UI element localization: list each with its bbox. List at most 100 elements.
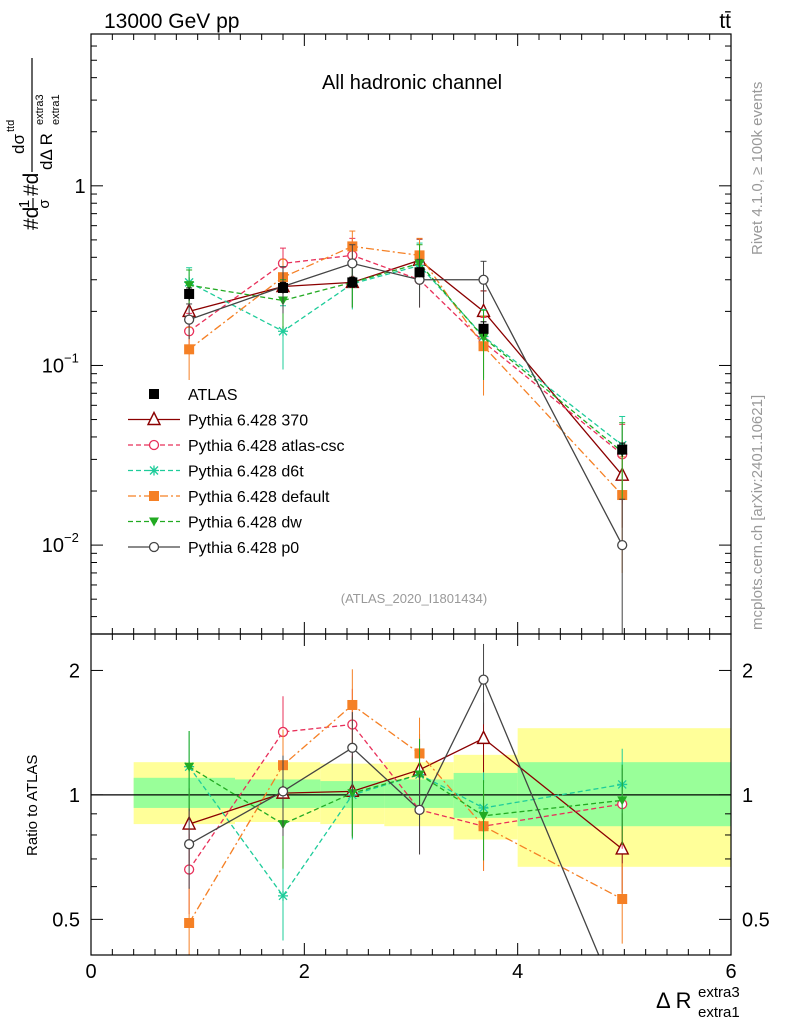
ratio-y-tick-label-right: 0.5 [742, 909, 770, 931]
legend-marker [149, 465, 159, 476]
data-point [278, 326, 288, 337]
y-label-frac2-den: dΔ R [37, 133, 56, 170]
data-point [478, 323, 489, 334]
legend-label: Pythia 6.428 atlas-csc [188, 438, 345, 455]
legend-label: Pythia 6.428 dw [188, 515, 302, 532]
x-tick-label: 2 [299, 961, 310, 983]
ratio-y-tick-label-right: 2 [742, 660, 753, 682]
y-label-frac2-den-sup: extra3 [34, 94, 46, 125]
band-inner-0 [133, 777, 235, 808]
data-point [278, 282, 288, 293]
series-line-pythia-6-428-p0 [188, 262, 623, 546]
series-pythia-6-428-370 [182, 238, 630, 528]
ratio-series-pythia-6-428-p0 [183, 643, 627, 1016]
data-point [183, 314, 195, 325]
ratio-point [414, 804, 425, 816]
legend-marker [148, 439, 160, 451]
band-inner-5 [517, 762, 731, 827]
ratio-point [278, 890, 288, 901]
legend: ATLAS Pythia 6.428 370 Pythia 6.428 atlas-… [128, 387, 345, 557]
x-tick-label: 0 [85, 961, 96, 983]
main-plot-series [182, 230, 630, 634]
y-tick-label: 1 [74, 176, 85, 198]
x-tick-label: 4 [512, 961, 523, 983]
series-pythia-6-428-dw [184, 244, 628, 500]
legend-entry-pythia-6-428-dw: Pythia 6.428 dw [128, 515, 302, 532]
data-point [617, 539, 628, 551]
legend-marker [148, 541, 160, 553]
series-line-pythia-6-428-default [188, 245, 623, 496]
series-line-pythia-6-428-d6t [188, 264, 623, 446]
data-point [347, 277, 358, 288]
series-line-pythia-6-428-atlas-csc [188, 254, 623, 455]
ratio-point [184, 762, 195, 772]
y-label-frac1-num: 1 [16, 200, 33, 208]
x-tick-label: 6 [725, 961, 736, 983]
y-label-frac1-den: σ [36, 199, 53, 209]
y-tick-label: 10 [42, 535, 64, 557]
ratio-point [347, 699, 358, 710]
data-point [478, 333, 489, 343]
x-label-sub: extra1 [698, 1004, 740, 1021]
data-point [478, 274, 489, 285]
ratio-point [277, 786, 289, 797]
data-point [184, 288, 195, 299]
series-atlas [184, 267, 628, 457]
main-y-axis-label: #d 1 σ #d dσ ttd dΔ R extra1 extra3 [5, 58, 62, 230]
ratio-point [183, 839, 195, 850]
legend-marker [149, 389, 159, 399]
legend-entry-pythia-6-428-atlas-csc: Pythia 6.428 atlas-csc [128, 438, 345, 455]
legend-entry-pythia-6-428-default: Pythia 6.428 default [128, 489, 330, 506]
y-tick-label-exp: −1 [64, 350, 79, 365]
legend-marker [149, 491, 159, 501]
ratio-plot-series [182, 643, 630, 1016]
legend-label: ATLAS [188, 387, 238, 404]
legend-entry-atlas: ATLAS [149, 387, 238, 404]
x-axis-label: Δ R extra3 extra1 [656, 984, 740, 1021]
y-label-frac2-num: dσ [9, 134, 28, 154]
ratio-line-pythia-6-428-370 [188, 737, 623, 850]
data-point [184, 281, 195, 291]
ratio-point [618, 1007, 627, 1016]
legend-entry-pythia-6-428-p0: Pythia 6.428 p0 [128, 540, 299, 557]
y-label-mid: #d [20, 173, 43, 196]
ratio-y-axis-label: Ratio to ATLAS [24, 755, 41, 856]
ratio-line-pythia-6-428-dw [188, 766, 623, 825]
ratio-y-tick-label-right: 1 [742, 785, 753, 807]
ratio-y-tick-label-left: 2 [69, 660, 80, 682]
legend-entry-pythia-6-428-d6t: Pythia 6.428 d6t [128, 464, 304, 481]
process-label: tt̄ [719, 10, 731, 33]
ratio-line-pythia-6-428-atlas-csc [188, 723, 623, 870]
legend-entry-pythia-6-428-370: Pythia 6.428 370 [128, 410, 308, 430]
legend-label: Pythia 6.428 d6t [188, 464, 304, 481]
band-inner-3 [384, 779, 454, 808]
legend-label: Pythia 6.428 p0 [188, 540, 299, 557]
data-point [617, 444, 628, 455]
series-line-pythia-6-428-dw [189, 262, 623, 453]
ratio-point [478, 811, 489, 821]
y-tick-label-exp: −2 [64, 530, 79, 545]
ratio-point [617, 894, 628, 905]
legend-marker [146, 410, 162, 426]
ratio-y-tick-label-left: 1 [69, 785, 80, 807]
y-tick-label: 10 [42, 355, 64, 377]
ratio-point [347, 742, 358, 753]
legend-label: Pythia 6.428 370 [188, 413, 308, 430]
ratio-line-pythia-6-428-p0 [188, 678, 600, 955]
data-point [347, 258, 358, 269]
data-point [184, 344, 195, 355]
y-label-prefix: #d [20, 207, 43, 230]
ratio-point [478, 674, 489, 685]
axes: 0 2 4 610 −210 −110.5 0.51 12 2 [42, 33, 770, 983]
x-label-sup: extra3 [698, 984, 740, 1001]
x-label-base: Δ R [656, 988, 691, 1013]
series-pythia-6-428-p0 [183, 244, 628, 634]
ratio-point [184, 917, 195, 928]
analysis-tag: (ATLAS_2020_I1801434) [341, 591, 487, 606]
ratio-y-tick-label-left: 0.5 [52, 909, 80, 931]
mcplots-reference: mcplots.cern.ch [arXiv:2401.10621] [749, 395, 766, 630]
main-plot-title: All hadronic channel [322, 72, 502, 94]
ratio-line-pythia-6-428-default [188, 704, 623, 924]
ratio-point [347, 789, 358, 799]
